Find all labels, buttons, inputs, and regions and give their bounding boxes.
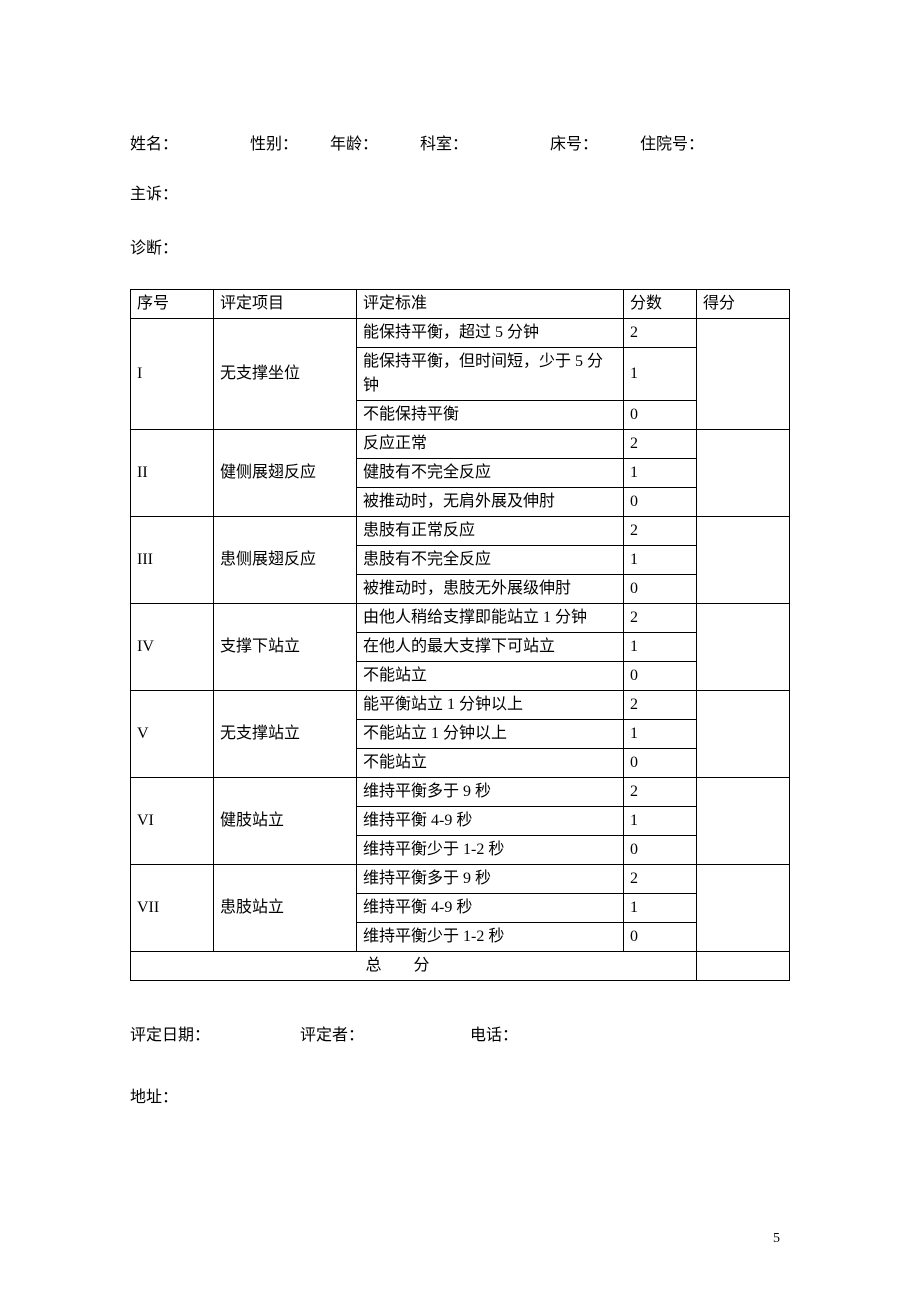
got-cell: [697, 319, 790, 430]
page-container: 姓名： 性别： 年龄： 科室： 床号： 住院号： 主诉： 诊断： 序号评定项目评…: [0, 0, 920, 1287]
table-row: III患侧展翅反应患肢有正常反应2: [131, 517, 790, 546]
criteria-cell: 能保持平衡，但时间短，少于 5 分钟: [357, 348, 624, 401]
table-row: I无支撑坐位能保持平衡，超过 5 分钟2: [131, 319, 790, 348]
item-cell: 患侧展翅反应: [214, 517, 357, 604]
criteria-cell: 被推动时，患肢无外展级伸肘: [357, 575, 624, 604]
score-cell: 0: [624, 401, 697, 430]
table-row: II健侧展翅反应反应正常2: [131, 430, 790, 459]
item-cell: 健肢站立: [214, 778, 357, 865]
criteria-cell: 维持平衡多于 9 秒: [357, 778, 624, 807]
got-cell: [697, 778, 790, 865]
criteria-cell: 反应正常: [357, 430, 624, 459]
got-cell: [697, 691, 790, 778]
got-cell: [697, 517, 790, 604]
item-cell: 健侧展翅反应: [214, 430, 357, 517]
total-value-cell: [697, 952, 790, 981]
address-label: 地址：: [130, 1085, 790, 1111]
score-cell: 0: [624, 836, 697, 865]
score-cell: 1: [624, 720, 697, 749]
criteria-cell: 由他人稍给支撑即能站立 1 分钟: [357, 604, 624, 633]
score-cell: 2: [624, 691, 697, 720]
score-cell: 1: [624, 807, 697, 836]
bed-label: 床号：: [550, 130, 640, 154]
table-row: VII患肢站立维持平衡多于 9 秒2: [131, 865, 790, 894]
score-cell: 0: [624, 488, 697, 517]
score-cell: 2: [624, 604, 697, 633]
diagnosis-label: 诊断：: [130, 236, 790, 262]
criteria-cell: 维持平衡 4-9 秒: [357, 894, 624, 923]
score-cell: 0: [624, 749, 697, 778]
admission-label: 住院号：: [640, 130, 704, 154]
score-cell: 0: [624, 575, 697, 604]
table-header-row: 序号评定项目评定标准分数得分: [131, 290, 790, 319]
seq-cell: I: [131, 319, 214, 430]
score-cell: 1: [624, 348, 697, 401]
score-cell: 2: [624, 430, 697, 459]
criteria-cell: 患肢有不完全反应: [357, 546, 624, 575]
page-number: 5: [130, 1231, 790, 1247]
got-cell: [697, 865, 790, 952]
score-cell: 1: [624, 459, 697, 488]
table-header-cell: 得分: [697, 290, 790, 319]
table-row: IV支撑下站立由他人稍给支撑即能站立 1 分钟2: [131, 604, 790, 633]
seq-cell: II: [131, 430, 214, 517]
score-cell: 2: [624, 865, 697, 894]
seq-cell: VII: [131, 865, 214, 952]
age-label: 年龄：: [330, 130, 420, 154]
got-cell: [697, 604, 790, 691]
seq-cell: III: [131, 517, 214, 604]
score-cell: 0: [624, 662, 697, 691]
seq-cell: VI: [131, 778, 214, 865]
item-cell: 患肢站立: [214, 865, 357, 952]
complaint-label: 主诉：: [130, 182, 790, 208]
criteria-cell: 在他人的最大支撑下可站立: [357, 633, 624, 662]
table-row: V无支撑站立能平衡站立 1 分钟以上2: [131, 691, 790, 720]
phone-label: 电话：: [470, 1021, 518, 1045]
name-label: 姓名：: [130, 130, 250, 154]
score-cell: 2: [624, 319, 697, 348]
table-header-cell: 评定项目: [214, 290, 357, 319]
criteria-cell: 不能站立 1 分钟以上: [357, 720, 624, 749]
item-cell: 无支撑坐位: [214, 319, 357, 430]
score-cell: 1: [624, 894, 697, 923]
table-row: VI健肢站立维持平衡多于 9 秒2: [131, 778, 790, 807]
criteria-cell: 维持平衡 4-9 秒: [357, 807, 624, 836]
got-cell: [697, 430, 790, 517]
criteria-cell: 健肢有不完全反应: [357, 459, 624, 488]
criteria-cell: 不能站立: [357, 749, 624, 778]
criteria-cell: 被推动时，无肩外展及伸肘: [357, 488, 624, 517]
criteria-cell: 不能保持平衡: [357, 401, 624, 430]
criteria-cell: 不能站立: [357, 662, 624, 691]
dept-label: 科室：: [420, 130, 550, 154]
score-cell: 0: [624, 923, 697, 952]
footer-row-1: 评定日期： 评定者： 电话：: [130, 1021, 790, 1045]
criteria-cell: 能保持平衡，超过 5 分钟: [357, 319, 624, 348]
assessment-table: 序号评定项目评定标准分数得分I无支撑坐位能保持平衡，超过 5 分钟2能保持平衡，…: [130, 289, 790, 981]
seq-cell: V: [131, 691, 214, 778]
total-row: 总分: [131, 952, 790, 981]
gender-label: 性别：: [250, 130, 330, 154]
table-header-cell: 分数: [624, 290, 697, 319]
criteria-cell: 患肢有正常反应: [357, 517, 624, 546]
criteria-cell: 维持平衡少于 1-2 秒: [357, 836, 624, 865]
assessor-label: 评定者：: [300, 1021, 470, 1045]
score-cell: 2: [624, 778, 697, 807]
score-cell: 1: [624, 633, 697, 662]
criteria-cell: 能平衡站立 1 分钟以上: [357, 691, 624, 720]
patient-info-row: 姓名： 性别： 年龄： 科室： 床号： 住院号：: [130, 130, 790, 154]
criteria-cell: 维持平衡少于 1-2 秒: [357, 923, 624, 952]
item-cell: 支撑下站立: [214, 604, 357, 691]
item-cell: 无支撑站立: [214, 691, 357, 778]
score-cell: 1: [624, 546, 697, 575]
table-header-cell: 序号: [131, 290, 214, 319]
date-label: 评定日期：: [130, 1021, 300, 1045]
score-cell: 2: [624, 517, 697, 546]
table-header-cell: 评定标准: [357, 290, 624, 319]
total-label-cell: 总分: [131, 952, 697, 981]
criteria-cell: 维持平衡多于 9 秒: [357, 865, 624, 894]
seq-cell: IV: [131, 604, 214, 691]
